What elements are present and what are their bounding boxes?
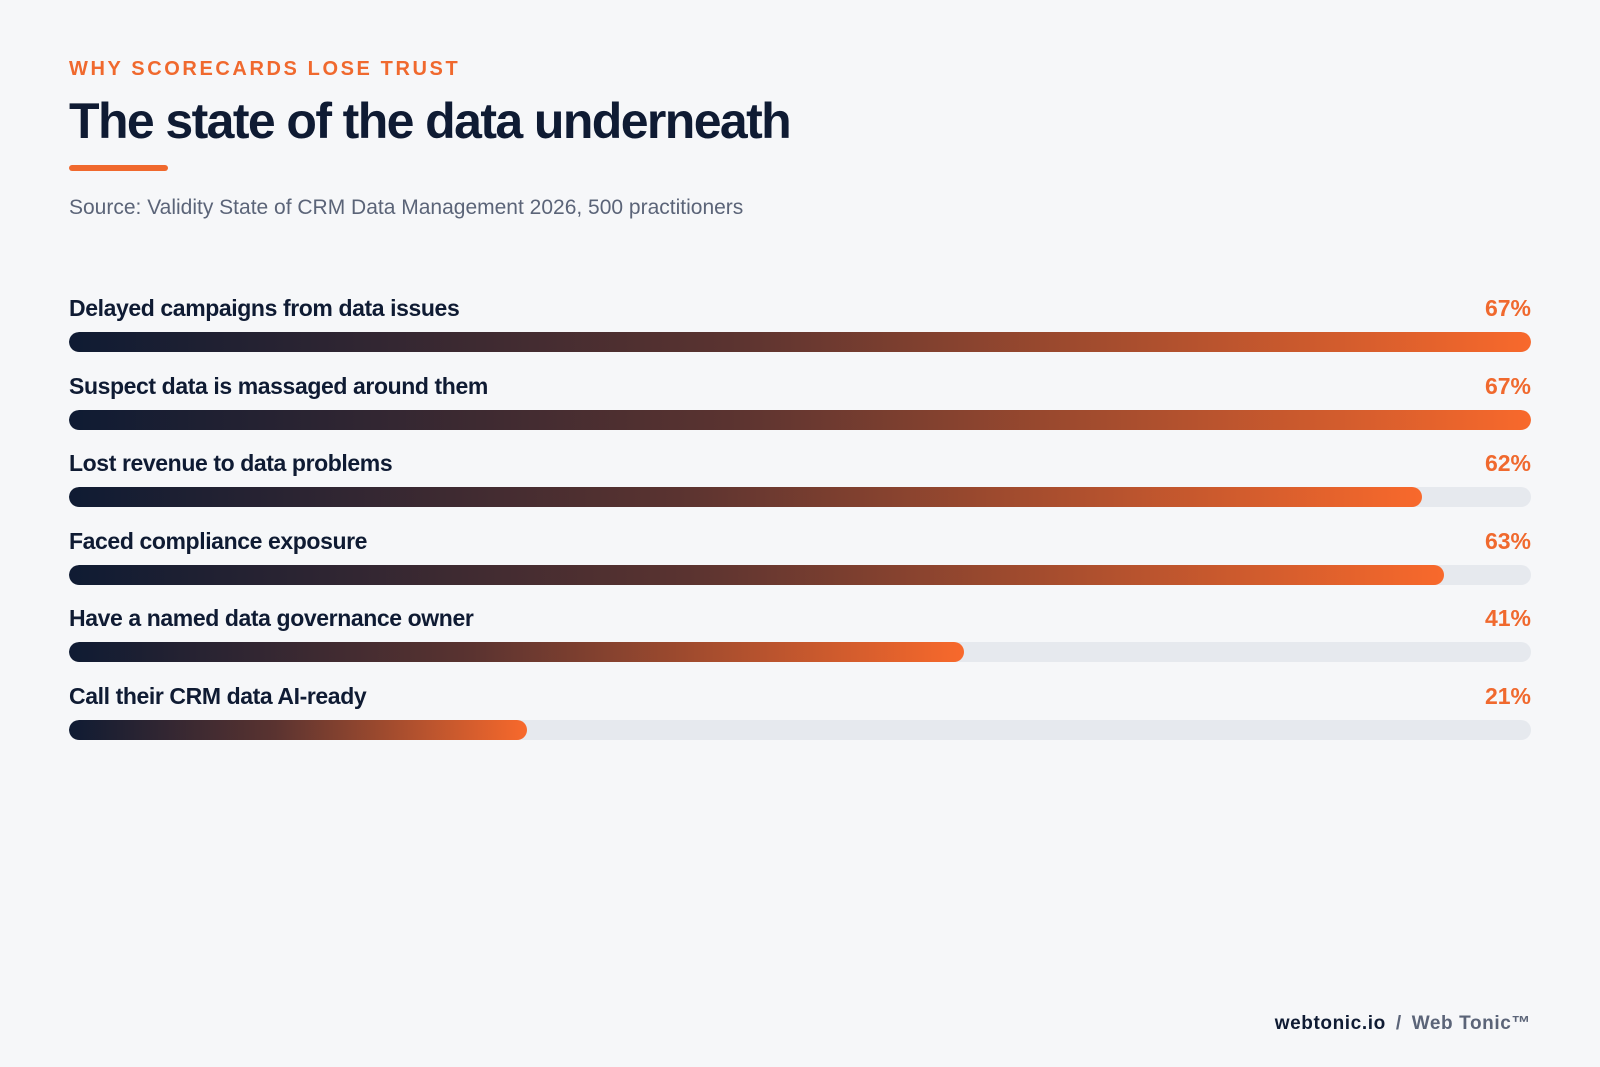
bar-value-label: 62% xyxy=(1484,450,1531,476)
bar-label: Suspect data is massaged around them xyxy=(69,372,488,399)
bar-value-label: 41% xyxy=(1484,605,1531,631)
accent-rule xyxy=(69,165,168,171)
bar-value-label: 67% xyxy=(1484,295,1531,321)
bar-value-label: 21% xyxy=(1484,682,1531,709)
bar-track xyxy=(69,642,1531,662)
footer-brand: Web Tonic™ xyxy=(1411,1013,1531,1034)
bar xyxy=(69,409,1531,430)
footer-credit: webtonic.io / Web Tonic™ xyxy=(1275,1013,1531,1035)
bar xyxy=(69,487,1422,507)
footer-domain: webtonic.io xyxy=(1274,1013,1386,1034)
page-title: The state of the data underneath xyxy=(69,93,792,149)
bar-row: Have a named data governance owner 41% xyxy=(69,605,1531,683)
eyebrow-label: WHY SCORECARDS LOSE TRUST xyxy=(69,58,461,80)
bar-chart: Delayed campaigns from data issues 67% Sus… xyxy=(69,295,1531,760)
bar-track xyxy=(69,332,1531,352)
bar xyxy=(69,642,964,662)
footer-separator: / xyxy=(1395,1013,1402,1034)
bar-row: Call their CRM data AI-ready 21% xyxy=(69,683,1531,761)
bar-value-label: 67% xyxy=(1484,372,1531,399)
bar-label: Have a named data governance owner xyxy=(69,605,474,631)
bar xyxy=(69,564,1444,585)
bar xyxy=(69,719,528,740)
bar-row: Delayed campaigns from data issues 67% xyxy=(69,295,1531,373)
bar-label: Call their CRM data AI-ready xyxy=(69,682,367,709)
bar xyxy=(69,332,1531,352)
page: WHY SCORECARDS LOSE TRUST The state of t… xyxy=(69,0,1531,1067)
bar-label: Lost revenue to data problems xyxy=(69,450,393,476)
bar-row: Suspect data is massaged around them 67% xyxy=(69,373,1531,451)
bar-row: Faced compliance exposure 63% xyxy=(69,528,1531,606)
bar-track xyxy=(69,409,1531,430)
bar-label: Delayed campaigns from data issues xyxy=(69,295,460,321)
bar-track xyxy=(69,487,1531,507)
source-note: Source: Validity State of CRM Data Manag… xyxy=(69,196,744,219)
bar-label: Faced compliance exposure xyxy=(69,527,368,554)
bar-track xyxy=(69,564,1531,585)
bar-row: Lost revenue to data problems 62% xyxy=(69,450,1531,528)
bar-track xyxy=(69,719,1531,740)
bar-value-label: 63% xyxy=(1484,527,1531,554)
